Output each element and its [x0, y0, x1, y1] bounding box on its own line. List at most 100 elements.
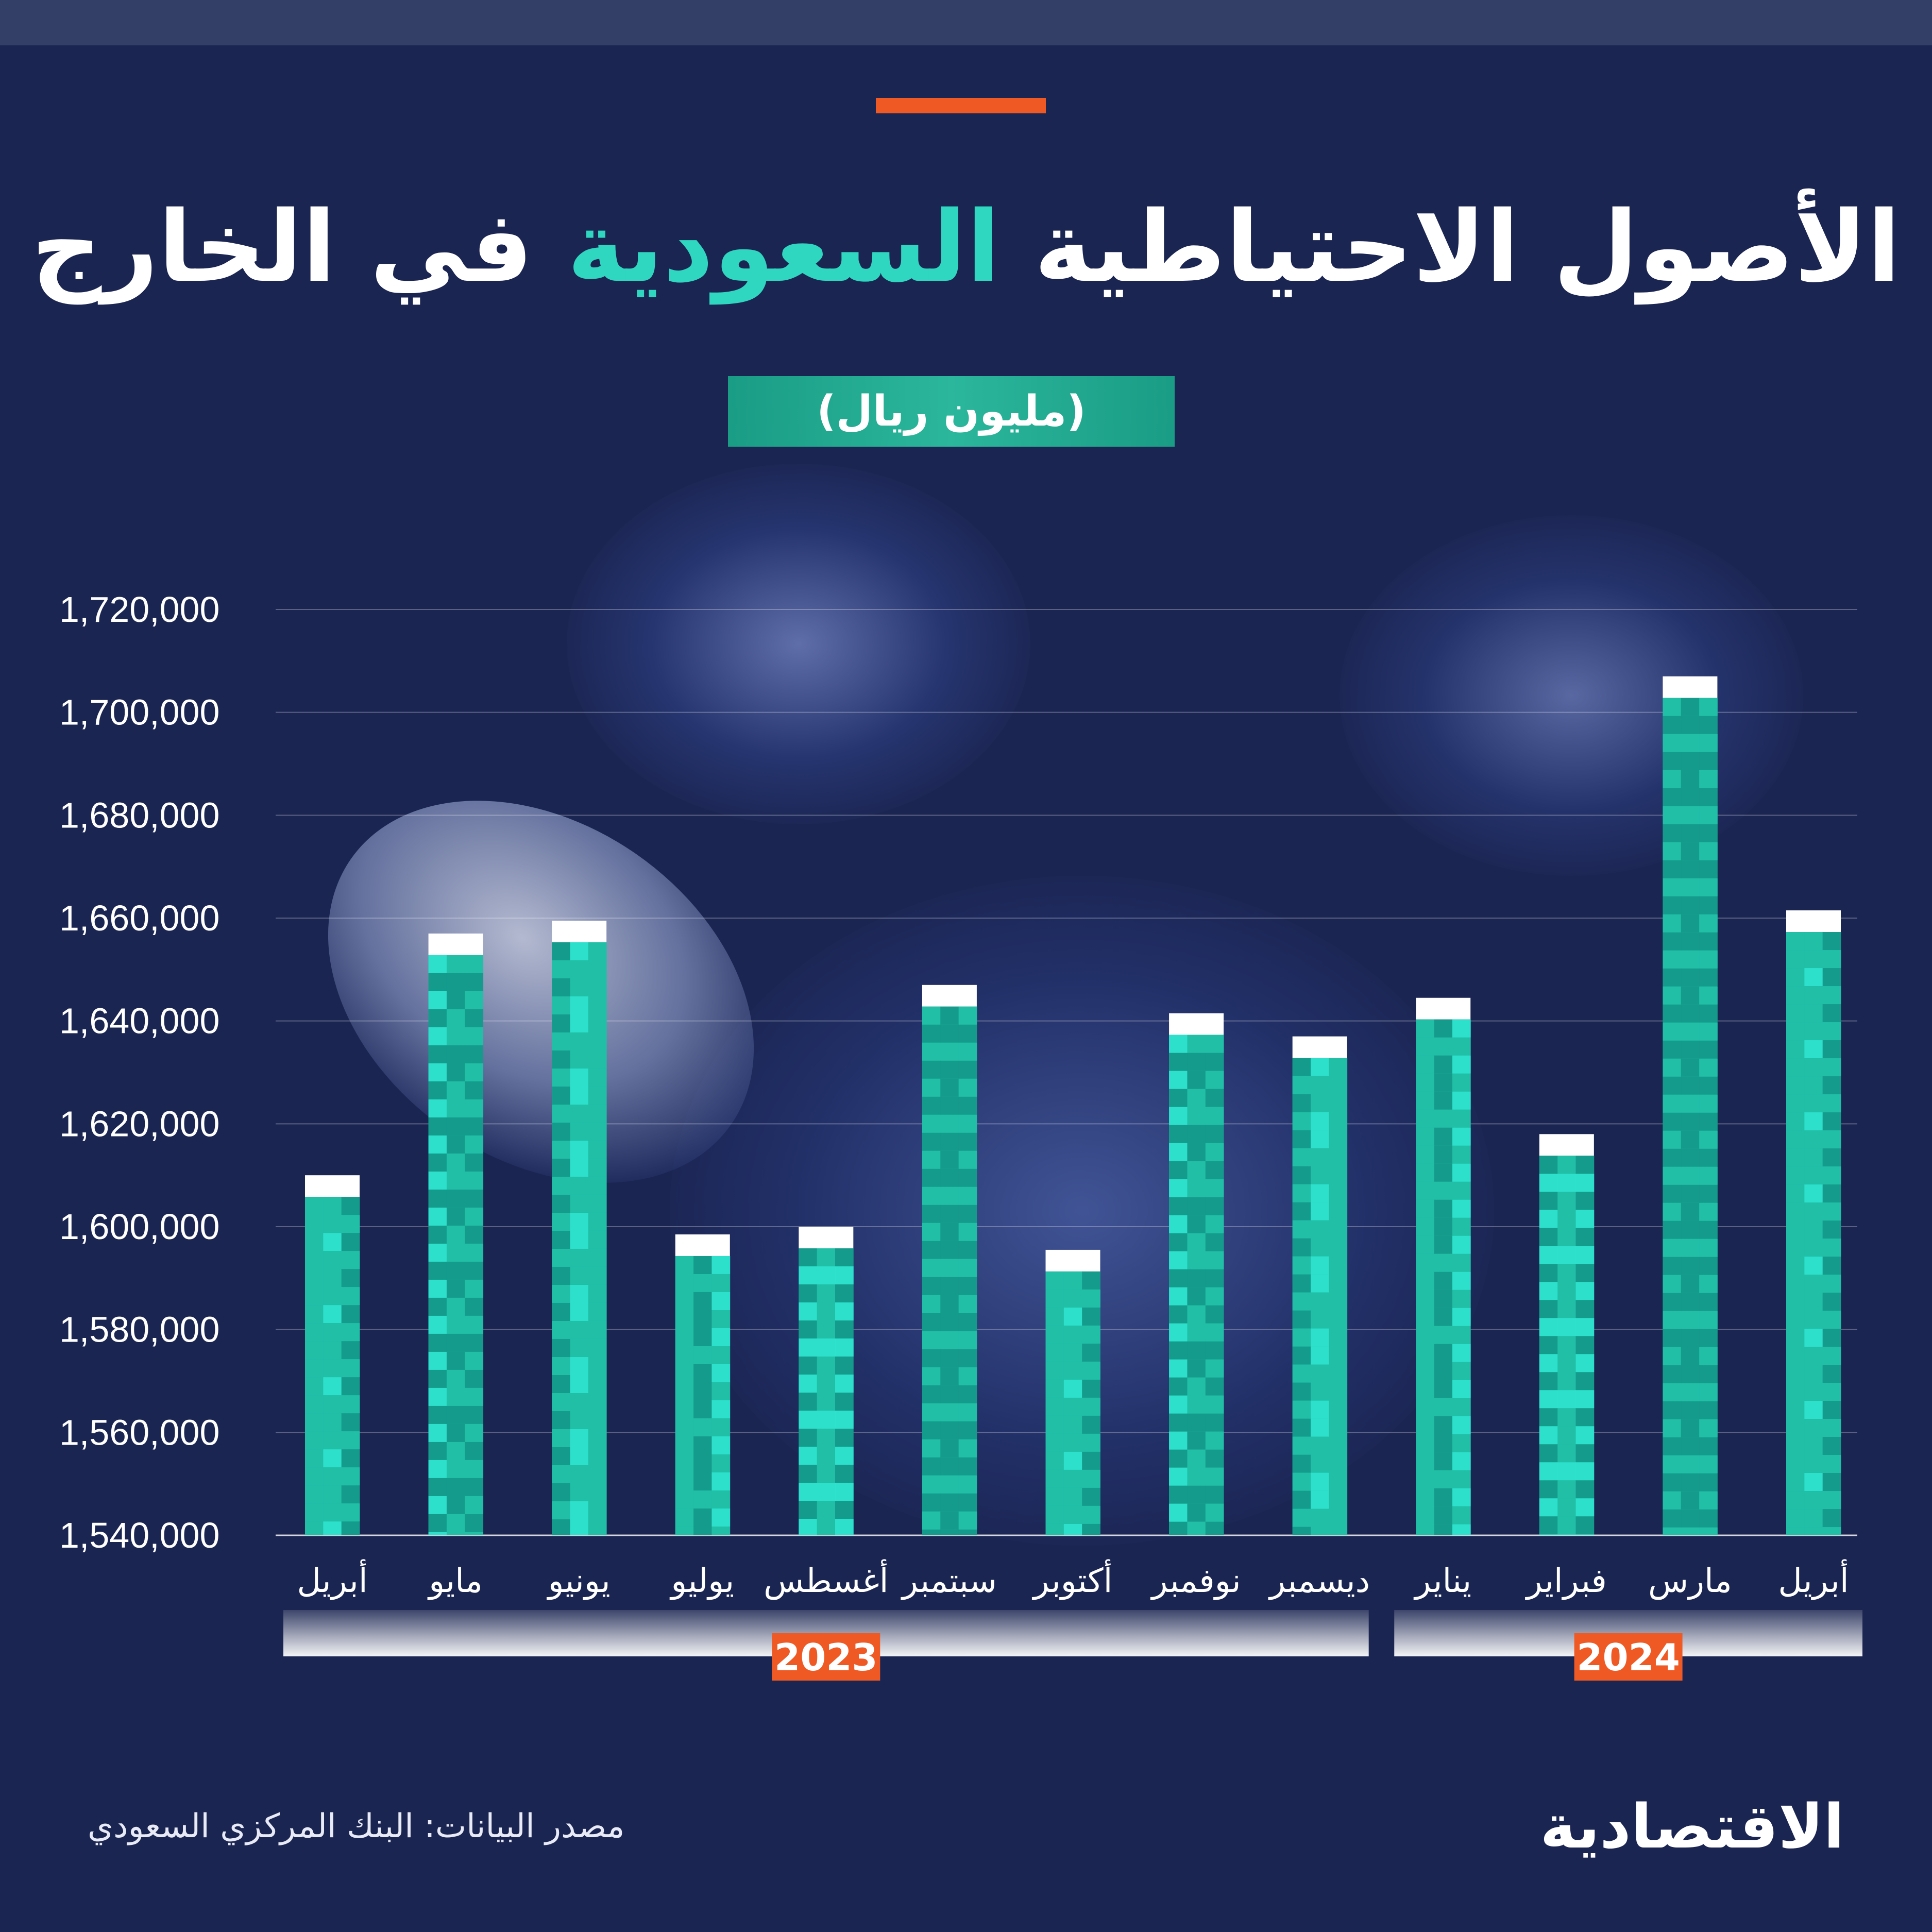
bar-texture-cell — [1329, 1418, 1348, 1437]
bar-texture-cell — [1187, 1431, 1206, 1450]
bar-texture-cell — [1539, 1444, 1558, 1463]
bar-texture-cell — [1311, 1454, 1329, 1473]
bar-cap — [1416, 997, 1471, 1020]
bar-texture-cell — [1329, 1202, 1348, 1221]
bar-texture-cell — [1663, 878, 1682, 896]
bar-texture-cell — [958, 1403, 977, 1421]
bar-texture-cell — [1539, 1498, 1558, 1517]
bar-texture-cell — [1311, 1509, 1329, 1527]
bar-texture-cell — [1539, 1534, 1558, 1535]
bar-texture-cell — [1205, 1305, 1224, 1324]
bar-texture-cell — [1663, 1076, 1682, 1095]
bar-texture-cell — [1187, 1107, 1206, 1125]
bar-texture-cell — [1205, 1161, 1224, 1179]
bar-texture-cell — [1329, 1436, 1348, 1455]
bar-texture-cell — [1292, 1112, 1311, 1130]
bar-texture-cell — [570, 1086, 589, 1105]
bar-texture-cell — [465, 1117, 484, 1136]
bar-texture-cell — [570, 1194, 589, 1213]
bar-texture-cell — [305, 1413, 324, 1432]
bar-texture-cell — [1557, 1372, 1576, 1391]
bar-texture-cell — [922, 1367, 941, 1385]
bar-texture-cell — [446, 1514, 465, 1532]
bar-texture-cell — [958, 1313, 977, 1331]
bar-texture-cell — [835, 1302, 854, 1320]
bar-texture-cell — [1539, 1192, 1558, 1210]
bar-texture-cell — [1681, 1473, 1700, 1492]
bar-texture-cell — [570, 1302, 589, 1321]
bar-texture-cell — [1187, 1053, 1206, 1071]
x-tick-label: أكتوبر — [1032, 1559, 1113, 1600]
bar-texture-cell — [675, 1436, 694, 1454]
bar-texture-cell — [1292, 1166, 1311, 1184]
bar-texture-cell — [341, 1323, 360, 1342]
bar-texture-cell — [1699, 752, 1718, 770]
bar-texture-cell — [1205, 1395, 1224, 1414]
bar-texture-cell — [323, 1269, 342, 1287]
bar-texture-cell — [958, 1150, 977, 1169]
bar-texture-cell — [1205, 1035, 1224, 1053]
bar-texture-cell — [446, 1243, 465, 1262]
bar-texture-cell — [446, 1153, 465, 1172]
bar-cap — [1786, 910, 1841, 933]
bar-texture-cell — [1663, 1004, 1682, 1023]
bar-texture-cell — [1575, 1174, 1595, 1192]
bar-texture-cell — [428, 1189, 447, 1208]
bar-texture-cell — [465, 1333, 484, 1352]
bar-texture-cell — [1539, 1390, 1558, 1409]
bar-texture-cell — [1063, 1307, 1082, 1326]
bar-texture-cell — [1822, 986, 1841, 1005]
bar-texture-cell — [465, 1532, 484, 1535]
bar-texture-cell — [675, 1472, 694, 1490]
bar-texture-cell — [1822, 932, 1841, 951]
bar-texture-cell — [922, 1529, 941, 1535]
bar-texture-cell — [1311, 1166, 1329, 1184]
bar-texture-cell — [922, 1150, 941, 1169]
bar-texture-cell — [1804, 1040, 1823, 1059]
bar-texture-cell — [552, 1176, 570, 1195]
bar-texture-cell — [1663, 1094, 1682, 1113]
bar-texture-cell — [588, 1501, 607, 1519]
bar-texture-cell — [1681, 1094, 1700, 1113]
bar-texture-cell — [1663, 842, 1682, 860]
bar-texture-cell — [1699, 698, 1718, 716]
bar-texture-cell — [428, 1117, 447, 1136]
bar-texture-cell — [428, 1514, 447, 1532]
bar-texture-cell — [1169, 1089, 1188, 1107]
bar-texture-cell — [305, 1503, 324, 1522]
bar-texture-cell — [1786, 1112, 1805, 1131]
bar-texture-cell — [1292, 1184, 1311, 1202]
bar-texture-cell — [588, 1302, 607, 1321]
bar-texture-cell — [1434, 1344, 1453, 1362]
bar-texture-cell — [588, 1230, 607, 1249]
bar-texture-cell — [922, 1511, 941, 1530]
bar-texture-cell — [1663, 1202, 1682, 1221]
bar-texture-cell — [465, 1081, 484, 1099]
bar-texture-cell — [1681, 1202, 1700, 1221]
bar-texture-cell — [1434, 1073, 1453, 1092]
bar-texture-cell — [693, 1256, 712, 1274]
bar-texture-cell — [693, 1418, 712, 1436]
bar-texture-cell — [1292, 1509, 1311, 1527]
bar-texture-cell — [799, 1357, 818, 1375]
bar-texture-cell — [817, 1519, 836, 1535]
bar-texture-cell — [1804, 1473, 1823, 1492]
bar-texture-cell — [323, 1323, 342, 1342]
bar-texture-cell — [1681, 1022, 1700, 1041]
bar-texture-cell — [922, 1168, 941, 1187]
bar-texture-cell — [323, 1485, 342, 1504]
bar-texture-cell — [1557, 1480, 1576, 1499]
bar-texture-cell — [1681, 1437, 1700, 1455]
bar-texture-cell — [1557, 1246, 1576, 1264]
bar-texture-cell — [1699, 1509, 1718, 1528]
bar-texture-cell — [323, 1359, 342, 1378]
bar-texture-cell — [1329, 1382, 1348, 1401]
bar-texture-cell — [1681, 968, 1700, 987]
bar-texture-cell — [552, 1086, 570, 1105]
bar-texture-cell — [1434, 1055, 1453, 1074]
bar-texture-cell — [446, 991, 465, 1009]
bar-texture-cell — [922, 1042, 941, 1061]
bar-texture-cell — [465, 1442, 484, 1460]
bar-texture-cell — [1063, 1343, 1082, 1362]
